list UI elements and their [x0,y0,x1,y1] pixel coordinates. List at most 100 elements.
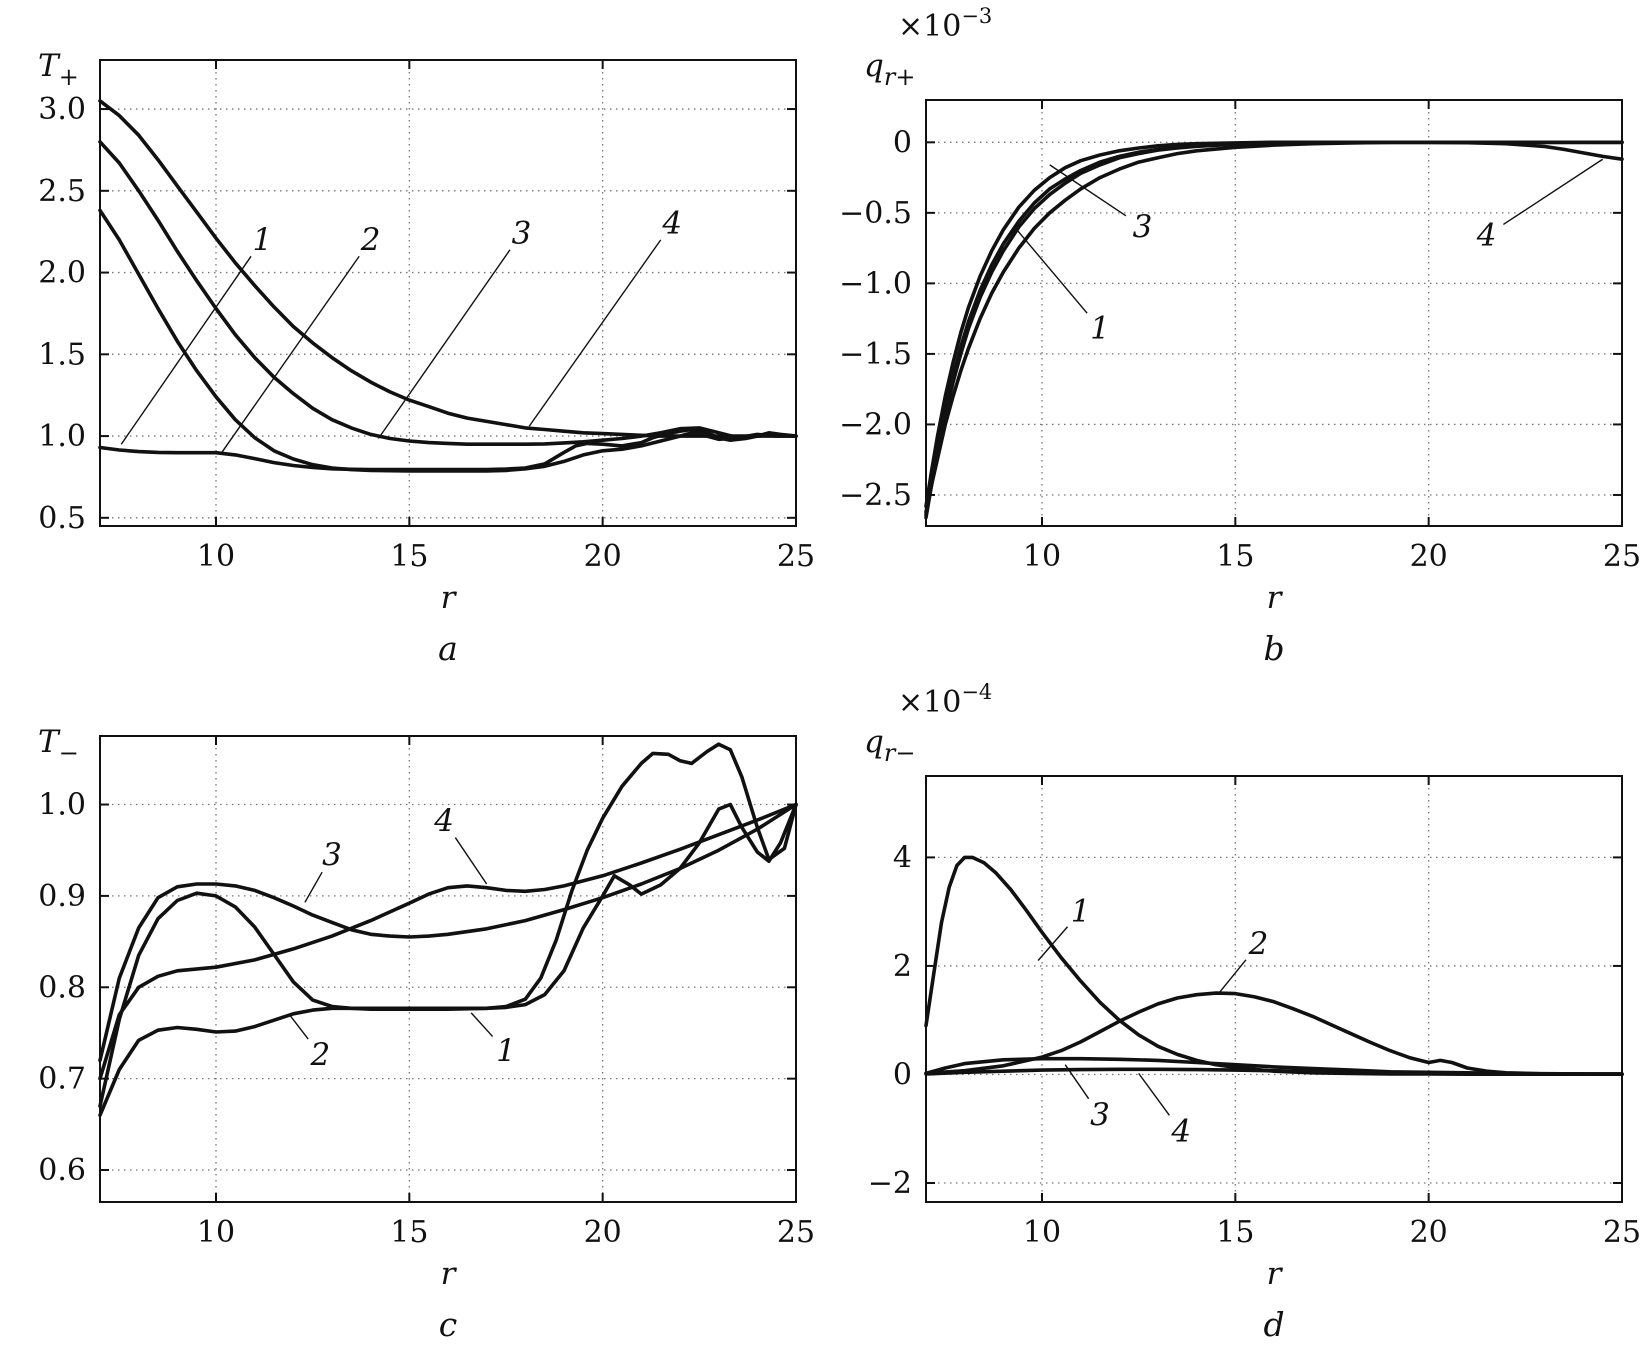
curve-3 [924,140,1624,509]
x-tick-label: 20 [1410,539,1448,574]
curve-4 [98,99,798,438]
x-tick-label: 10 [197,539,235,574]
y-tick-label: −0.5 [839,196,912,231]
leader-line-4 [528,239,662,427]
y-tick-label: 0.9 [38,879,86,914]
leader-line-1 [470,1012,494,1037]
x-tick-label: 25 [777,539,815,574]
x-tick-label: 25 [1603,539,1641,574]
leader-line-1 [120,255,252,445]
x-tick-label: 15 [390,1215,428,1250]
leader-line-3 [377,249,511,439]
curve-1 [924,140,1624,514]
y-tick-label: 0.8 [38,970,86,1005]
x-tick-label: 15 [1216,539,1254,574]
x-tick-label: 20 [1410,1215,1448,1250]
curve-label-1: 1 [1071,894,1091,930]
curve-2 [98,208,798,473]
y-tick-label: −1.5 [839,337,912,372]
x-tick-label: 10 [1023,539,1061,574]
leader-line-4 [454,837,488,885]
curve-1 [98,802,798,1118]
curve-label-2: 2 [1248,926,1269,962]
curve-label-2: 2 [310,1037,331,1073]
leader-line-4 [1503,158,1604,226]
x-tick-label: 25 [777,1215,815,1250]
x-axis-label: r [441,580,458,616]
axis-scale-label: ×10−4 [898,680,992,720]
panel-c: 10 15 20 25 0.6 0.7 0.8 0.9 1.0 3 4 2 1 r c T− [0,676,826,1352]
x-tick-label: 10 [1023,1215,1061,1250]
panel-c-svg: 10 15 20 25 0.6 0.7 0.8 0.9 1.0 3 4 2 1 rc T− [38,724,815,1344]
curve-4 [924,1067,1624,1077]
panel-d-svg: 10 15 20 25 −2 0 2 4 1 2 3 4 rd qr−×10−4 [864,680,1641,1344]
panel-a: 10 15 20 25 0.5 1.0 1.5 2.0 2.5 3.0 1 2 3 4 r a T+ [0,0,826,676]
curve-label-4: 4 [661,206,682,242]
axis-ticks [926,776,1623,1202]
leader-line-4 [1138,1072,1170,1116]
y-tick-label: 0.6 [38,1153,86,1188]
curve-3 [98,802,798,1063]
x-tick-label: 20 [584,1215,622,1250]
leader-line-2 [288,1014,309,1040]
leader-line-3 [1064,1064,1090,1100]
gridlines [100,60,797,526]
curve-label-4: 4 [1476,217,1497,253]
x-tick-label: 15 [390,539,428,574]
gridlines [100,736,797,1202]
leader-line-1 [1037,926,1069,961]
axis-ticks [926,100,1623,526]
curve-label-3: 3 [1090,1097,1110,1133]
y-tick-label: 2.5 [38,174,86,209]
y-tick-label: 3.0 [38,92,86,127]
y-tick-label: 0.5 [38,501,86,536]
x-axis-label: r [1267,580,1284,616]
y-tick-label: 0 [893,125,912,160]
gridlines [926,100,1623,526]
curve-label-3: 3 [1133,209,1153,245]
panel-caption: a [438,629,458,668]
panel-a-svg: 10 15 20 25 0.5 1.0 1.5 2.0 2.5 3.0 1 2 3 4 ra T+ [38,48,815,668]
panel-caption: d [1263,1305,1284,1344]
leader-line-1 [1016,229,1088,314]
y-tick-label: −2.0 [839,407,912,442]
y-tick-label: 0.7 [38,1062,86,1097]
curve-label-1: 1 [253,222,273,258]
curve-4 [98,802,798,1081]
y-tick-label: 0 [893,1057,912,1092]
y-axis-label: qr− [864,724,915,767]
panel-b: 10 15 20 25 0 −0.5 −1.0 −1.5 −2.0 −2.5 3 1 4 r b qr+ ×10… [826,0,1652,676]
curve-4 [924,140,1624,517]
curve-2 [924,991,1624,1077]
x-tick-label: 20 [584,539,622,574]
x-tick-label: 25 [1603,1215,1641,1250]
x-axis-label: r [441,1256,458,1292]
leader-line-3 [1049,164,1127,217]
plot-frame [925,775,1623,1203]
plot-frame [99,59,797,527]
curve-3 [98,140,798,447]
axis-scale-label: ×10−3 [898,4,992,44]
y-tick-label: 1.0 [38,419,86,454]
curve-label-2: 2 [360,222,381,258]
panel-b-svg: 10 15 20 25 0 −0.5 −1.0 −1.5 −2.0 −2.5 3 1 4 rb qr+×10… [839,4,1641,668]
y-tick-label: −2 [868,1166,912,1201]
curve-2 [924,140,1624,520]
y-axis-label: T− [38,724,79,767]
y-axis-label: T+ [38,48,79,91]
plot-frame [925,99,1623,527]
x-axis-label: r [1267,1256,1284,1292]
y-tick-label: 2 [893,949,912,984]
curve-2 [98,742,798,1108]
x-tick-label: 15 [1216,1215,1254,1250]
y-tick-label: −1.0 [839,266,912,301]
panel-caption: b [1263,629,1284,668]
curve-label-1: 1 [496,1033,516,1069]
curve-label-4: 4 [1170,1113,1191,1149]
panel-d: 10 15 20 25 −2 0 2 4 1 2 3 4 r d qr− ×10−4 [826,676,1652,1352]
y-tick-label: 1.5 [38,337,86,372]
plot-frame [99,735,797,1203]
y-axis-label: qr+ [864,48,915,91]
curve-label-3: 3 [322,837,342,873]
